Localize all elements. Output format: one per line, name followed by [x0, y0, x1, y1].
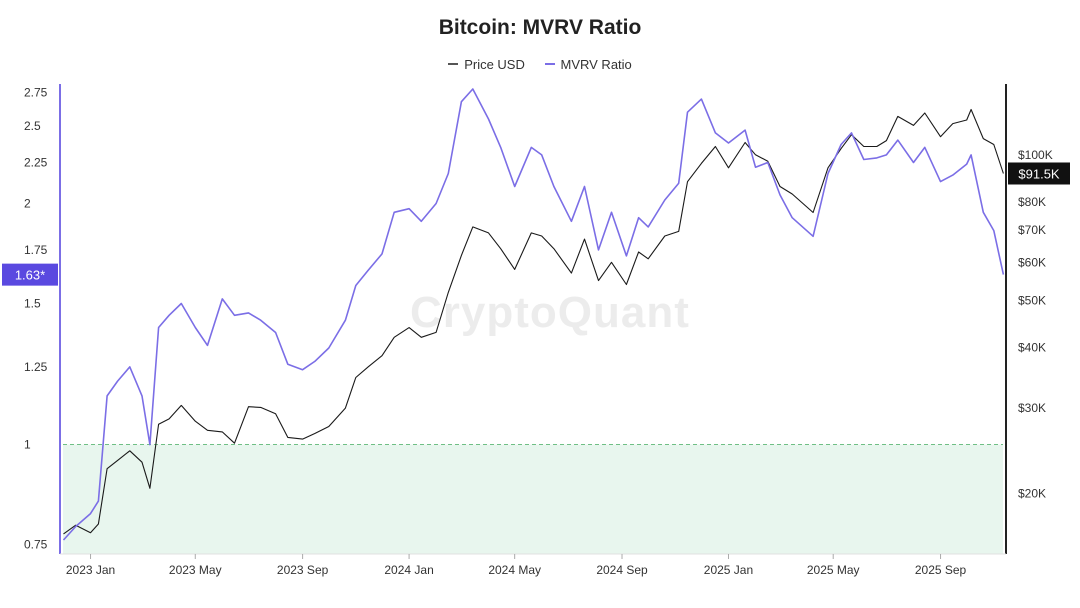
y-right-tick-label: $70K	[1018, 223, 1046, 237]
legend-item-mvrv[interactable]: MVRV Ratio	[544, 56, 632, 72]
current-price-badge	[1008, 162, 1070, 185]
series-line-mvrv	[62, 88, 1005, 541]
y-left-tick-label: 1.25	[24, 360, 48, 374]
legend-swatch-price	[448, 63, 459, 65]
x-tick-label: 2024 May	[488, 563, 541, 577]
x-tick-label: 2023 Sep	[277, 563, 329, 577]
y-left-tick-label: 1	[24, 438, 31, 452]
series-line-price	[63, 108, 1004, 535]
x-tick-label: 2025 Sep	[915, 563, 967, 577]
y-left-tick-label: 1.5	[24, 297, 41, 311]
chart-title: Bitcoin: MVRV Ratio	[438, 16, 642, 39]
chart-legend: Price USD MVRV Ratio	[0, 53, 1080, 72]
y-right-tick-label: $60K	[1018, 255, 1046, 269]
current-price-label: $91.5K	[1018, 166, 1060, 181]
legend-item-price[interactable]: Price USD	[448, 57, 525, 72]
y-right-tick-label: $50K	[1018, 294, 1046, 308]
y-left-tick-label: 2.75	[24, 86, 48, 100]
y-right-tick-label: $20K	[1018, 486, 1046, 500]
x-tick-label: 2025 Jan	[704, 563, 753, 577]
x-tick-label: 2024 Sep	[596, 563, 648, 577]
watermark: CryptoQuant	[410, 288, 690, 337]
y-right-tick-label: $80K	[1018, 195, 1046, 209]
x-tick-label: 2025 May	[807, 563, 860, 577]
x-tick-label: 2024 Jan	[384, 563, 433, 577]
y-left-tick-label: 2.5	[24, 119, 41, 133]
current-mvrv-badge	[2, 263, 58, 286]
legend-label-price: Price USD	[464, 56, 525, 72]
x-tick-label: 2023 Jan	[66, 563, 115, 577]
undervalued-zone	[63, 444, 1003, 554]
x-tick-label: 2023 May	[169, 563, 222, 577]
y-right-tick-label: $100K	[1018, 148, 1053, 162]
current-mvrv-label: 1.63*	[15, 268, 45, 283]
legend-label-mvrv: MVRV Ratio	[560, 56, 632, 72]
legend-swatch-mvrv	[544, 63, 555, 65]
y-left-tick-label: 0.75	[24, 538, 48, 552]
y-left-tick-label: 2	[24, 196, 31, 210]
y-right-tick-label: $40K	[1018, 341, 1046, 355]
y-right-tick-label: $30K	[1018, 401, 1046, 415]
y-left-tick-label: 2.25	[24, 156, 48, 170]
y-left-tick-label: 1.75	[24, 243, 48, 257]
